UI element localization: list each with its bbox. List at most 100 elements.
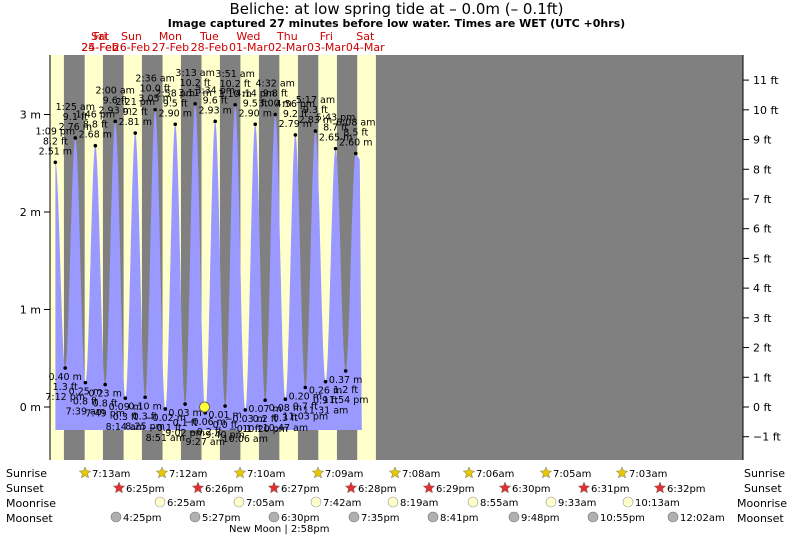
tide-point	[93, 143, 98, 148]
tide-label: 4:32 am	[255, 79, 294, 90]
tide-label: 0.37 m	[329, 375, 362, 386]
tide-point	[153, 107, 157, 112]
tide-label: 0.09 m	[109, 402, 142, 413]
tide-label: 7:49 pm	[85, 409, 125, 420]
sunrise-time: 7:05am	[553, 469, 591, 480]
tide-label: 8:25 pm	[125, 421, 165, 432]
day-date: 24-Feb	[81, 41, 118, 54]
moonset-icon	[268, 511, 280, 523]
right-tick-label: 9 ft	[753, 134, 772, 147]
right-tick-label: 7 ft	[753, 193, 772, 206]
sunrise-time: 7:08am	[402, 469, 440, 480]
tide-point	[243, 408, 248, 412]
tide-label: 8.8 ft	[83, 120, 108, 131]
moonrise-icon	[387, 496, 399, 508]
tide-label: 2.81 m	[119, 117, 152, 128]
tide-label: 0.0 ft	[213, 420, 238, 431]
day-name: Sat	[91, 30, 110, 43]
tide-label: 6:08 am	[336, 118, 375, 129]
tide-point	[343, 369, 348, 373]
tide-label: 0.26 m	[309, 386, 342, 397]
tide-label: 2:36 am	[135, 74, 174, 85]
moonset-icon	[110, 511, 122, 523]
tide-label: 2.51 m	[39, 146, 72, 157]
tide-label: 2:00 am	[95, 85, 134, 96]
tide-label: 9.6 ft	[203, 95, 228, 106]
tide-label: 0.1 ft	[173, 418, 198, 429]
tide-label: 10.0 ft	[140, 84, 171, 95]
sunset-icon	[267, 481, 281, 494]
sunrise-icon	[388, 466, 402, 479]
sunset-time: 6:25pm	[126, 484, 165, 495]
moonset-time: 10:55pm	[600, 513, 645, 524]
tide-label: 9.2 ft	[283, 109, 308, 120]
day-name: Fri	[320, 30, 333, 43]
tide-label: 7:39 am	[66, 407, 105, 418]
tide-label: 0.01 m	[208, 410, 241, 421]
tide-point	[123, 396, 128, 401]
day-date: 25-Feb	[81, 41, 118, 54]
tide-point	[223, 404, 227, 408]
tide-point	[113, 119, 118, 124]
tide-label: 3:13 am	[175, 68, 214, 79]
tide-label: −0.2 ft	[189, 427, 222, 438]
tide-label: 10.2 ft	[180, 78, 211, 89]
moonset-time: 9:48pm	[521, 513, 560, 524]
tide-label: 1:46 pm	[76, 110, 116, 121]
day-name: Tue	[199, 30, 219, 43]
tide-point	[183, 402, 187, 406]
tide-label: 9:40 pm	[205, 430, 245, 441]
left-tick-label: 2 m	[20, 206, 41, 219]
tide-label: 4:56 pm	[276, 99, 316, 110]
sunrise-icon	[539, 466, 553, 479]
tide-label: 9.8 ft	[263, 89, 288, 100]
tide-label: 1:25 am	[56, 102, 95, 113]
moonset-time: 6:30pm	[281, 513, 320, 524]
day-date: 26-Feb	[113, 41, 150, 54]
sunset-icon	[422, 481, 436, 494]
tide-label: 1.3 ft	[53, 382, 78, 393]
tide-point	[303, 385, 308, 390]
tide-label: 9:02 pm	[165, 428, 205, 439]
tide-label: 0.20 m	[289, 392, 322, 403]
tide-label: 0.07 m	[248, 404, 281, 415]
tide-point	[53, 160, 58, 165]
moonrise-time: 8:19am	[400, 498, 438, 509]
moonrise-time: 7:42am	[323, 498, 361, 509]
tide-label: 3.05 m	[138, 94, 171, 105]
tide-label: 0.40 m	[48, 372, 81, 383]
tide-point	[83, 380, 88, 385]
tide-point	[193, 101, 197, 106]
tide-label: 0.7 ft	[293, 402, 318, 413]
moonset-icon	[667, 511, 679, 523]
tide-label: 2.68 m	[79, 130, 112, 141]
day-date: 28-Feb	[191, 41, 228, 54]
now-marker	[199, 401, 210, 413]
sunset-icon	[653, 481, 667, 494]
tide-label: 11:54 pm	[323, 395, 369, 406]
right-tick-label: 4 ft	[753, 282, 772, 295]
left-tick-label: 0 m	[20, 401, 41, 414]
tide-label: 10:06 am	[223, 434, 268, 445]
tide-label: 0.2 ft	[253, 414, 278, 425]
day-name: Fri	[93, 30, 106, 43]
tide-label: 2:58 pm	[155, 88, 195, 99]
tide-point	[133, 131, 138, 135]
tide-label: 10:47 am	[263, 423, 308, 434]
tide-point	[283, 397, 288, 402]
tide-label: 3.10 m	[218, 89, 251, 100]
sunrise-icon	[233, 466, 247, 479]
day-date: 01-Mar	[229, 41, 268, 54]
tide-point	[263, 398, 267, 402]
tide-label: 2:21 pm	[115, 97, 155, 108]
daylight-band	[357, 55, 376, 460]
sunrise-time: 7:03am	[629, 469, 667, 480]
tide-point	[293, 133, 298, 137]
tide-label: 0.3 ft	[113, 412, 138, 423]
moonrise-label-right: Moonrise	[737, 497, 787, 510]
right-tick-label: 5 ft	[753, 252, 772, 265]
sunrise-icon	[155, 466, 169, 479]
moonset-time: 7:35pm	[361, 513, 400, 524]
right-tick-label: −1 ft	[753, 431, 781, 444]
day-name: Sun	[121, 30, 142, 43]
